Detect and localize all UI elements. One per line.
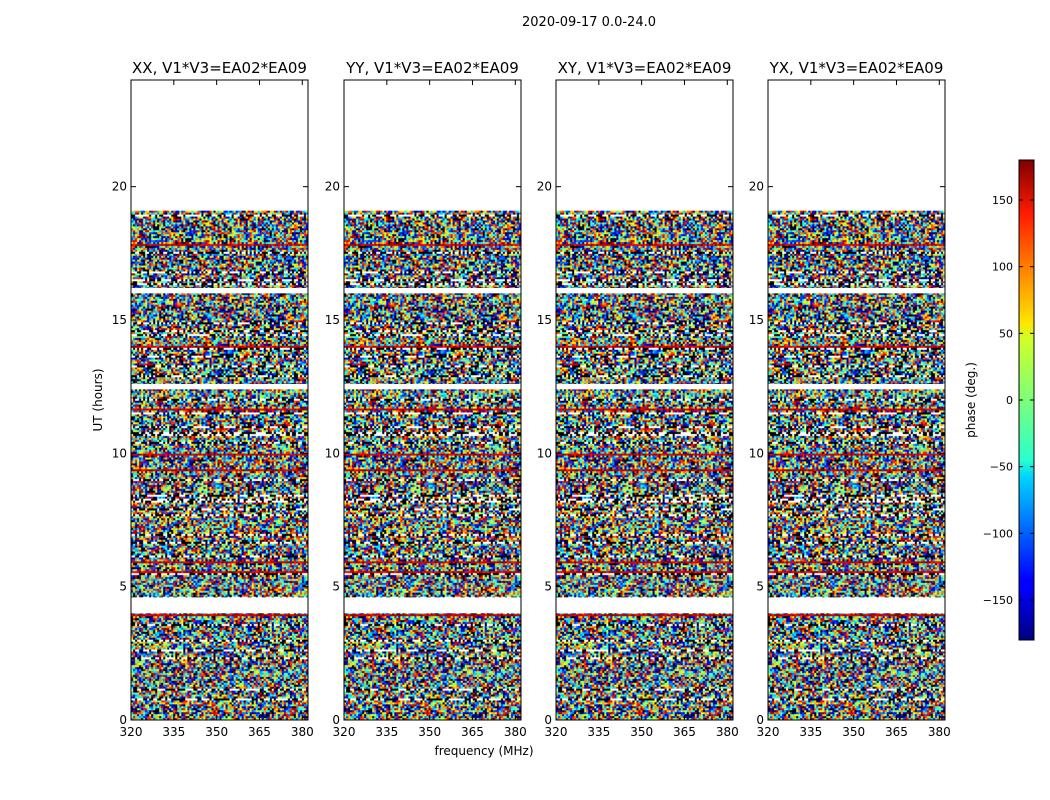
data-gap: [344, 597, 521, 614]
y-tick-label: 15: [749, 313, 764, 327]
y-tick-label: 20: [112, 180, 127, 194]
axes-frame: [555, 79, 734, 721]
colorbar-tick-label: 150: [992, 194, 1013, 207]
panel-4: YX, V1*V3=EA02*EA09 320 335 350 365 380 0 5 10 15…: [749, 59, 951, 739]
x-tick-label: 350: [842, 725, 865, 739]
panel-1: XX, V1*V3=EA02*EA09 320 335 350 365 380 0 5 10 15…: [112, 59, 314, 739]
colorbar-tick-label: 0: [1006, 394, 1013, 407]
x-tick-label: 320: [545, 725, 568, 739]
data-gap: [131, 597, 308, 614]
data-gap: [768, 288, 945, 294]
panel-title: YY, V1*V3=EA02*EA09: [345, 59, 519, 77]
suptitle: 2020-09-17 0.0-24.0: [522, 15, 656, 30]
x-tick-label: 365: [885, 725, 908, 739]
y-tick-label: 0: [756, 713, 764, 727]
x-tick-label: 350: [418, 725, 441, 739]
panel-title: YX, V1*V3=EA02*EA09: [769, 59, 944, 77]
x-tick-label: 320: [757, 725, 780, 739]
x-axis-label: frequency (MHz): [434, 744, 533, 758]
y-axis-label: UT (hours): [91, 368, 105, 431]
x-tick-label: 380: [504, 725, 527, 739]
x-tick-label: 320: [120, 725, 143, 739]
data-gap: [131, 384, 308, 390]
axes-frame: [767, 79, 946, 721]
y-tick-label: 0: [119, 713, 127, 727]
panel-2: YY, V1*V3=EA02*EA09 320 335 350 365 380 0 5 10 15…: [325, 59, 527, 739]
panel-3: XY, V1*V3=EA02*EA09 320 335 350 365 380 0 5 10 15…: [537, 59, 739, 739]
phase-heatmap: [768, 210, 945, 720]
colorbar-tick-label: −100: [983, 527, 1013, 540]
y-tick-label: 10: [112, 446, 127, 460]
y-tick-label: 0: [544, 713, 552, 727]
y-tick-label: 5: [332, 580, 340, 594]
x-tick-label: 335: [162, 725, 185, 739]
data-gap: [768, 597, 945, 614]
y-tick-label: 20: [325, 180, 340, 194]
y-tick-label: 15: [325, 313, 340, 327]
y-tick-label: 20: [749, 180, 764, 194]
colorbar: 150 100 50 0 −50 −100 −150 phase (deg.): [964, 159, 1035, 641]
x-tick-label: 380: [716, 725, 739, 739]
y-tick-label: 15: [537, 313, 552, 327]
panel-title: XY, V1*V3=EA02*EA09: [558, 59, 732, 77]
data-gap: [556, 597, 733, 614]
y-tick-label: 5: [756, 580, 764, 594]
x-tick-label: 335: [587, 725, 610, 739]
y-tick-label: 10: [325, 446, 340, 460]
x-tick-label: 365: [673, 725, 696, 739]
y-tick-label: 0: [332, 713, 340, 727]
colorbar-label: phase (deg.): [964, 362, 978, 438]
data-gap: [344, 288, 521, 294]
data-gap: [556, 288, 733, 294]
y-tick-label: 10: [537, 446, 552, 460]
panel-title: XX, V1*V3=EA02*EA09: [132, 59, 307, 77]
x-tick-label: 380: [291, 725, 314, 739]
y-tick-label: 15: [112, 313, 127, 327]
y-tick-label: 20: [537, 180, 552, 194]
colorbar-tick-label: 100: [992, 261, 1013, 274]
phase-heatmap: [556, 210, 733, 720]
y-tick-label: 5: [119, 580, 127, 594]
data-gap: [344, 384, 521, 390]
x-tick-label: 335: [375, 725, 398, 739]
x-tick-label: 335: [799, 725, 822, 739]
colorbar-tick-label: 50: [999, 327, 1013, 340]
data-gap: [131, 288, 308, 294]
axes-frame: [343, 79, 522, 721]
x-tick-label: 380: [928, 725, 951, 739]
y-tick-label: 5: [544, 580, 552, 594]
axes-frame: [130, 79, 309, 721]
x-tick-label: 365: [461, 725, 484, 739]
colorbar-tick-label: −50: [990, 461, 1013, 474]
phase-heatmap: [344, 210, 521, 720]
phase-heatmap: [131, 210, 308, 720]
colorbar-tick-label: −150: [983, 594, 1013, 607]
x-tick-label: 320: [333, 725, 356, 739]
x-tick-label: 365: [248, 725, 271, 739]
data-gap: [556, 384, 733, 390]
data-gap: [768, 384, 945, 390]
x-tick-label: 350: [205, 725, 228, 739]
y-tick-label: 10: [749, 446, 764, 460]
x-tick-label: 350: [630, 725, 653, 739]
